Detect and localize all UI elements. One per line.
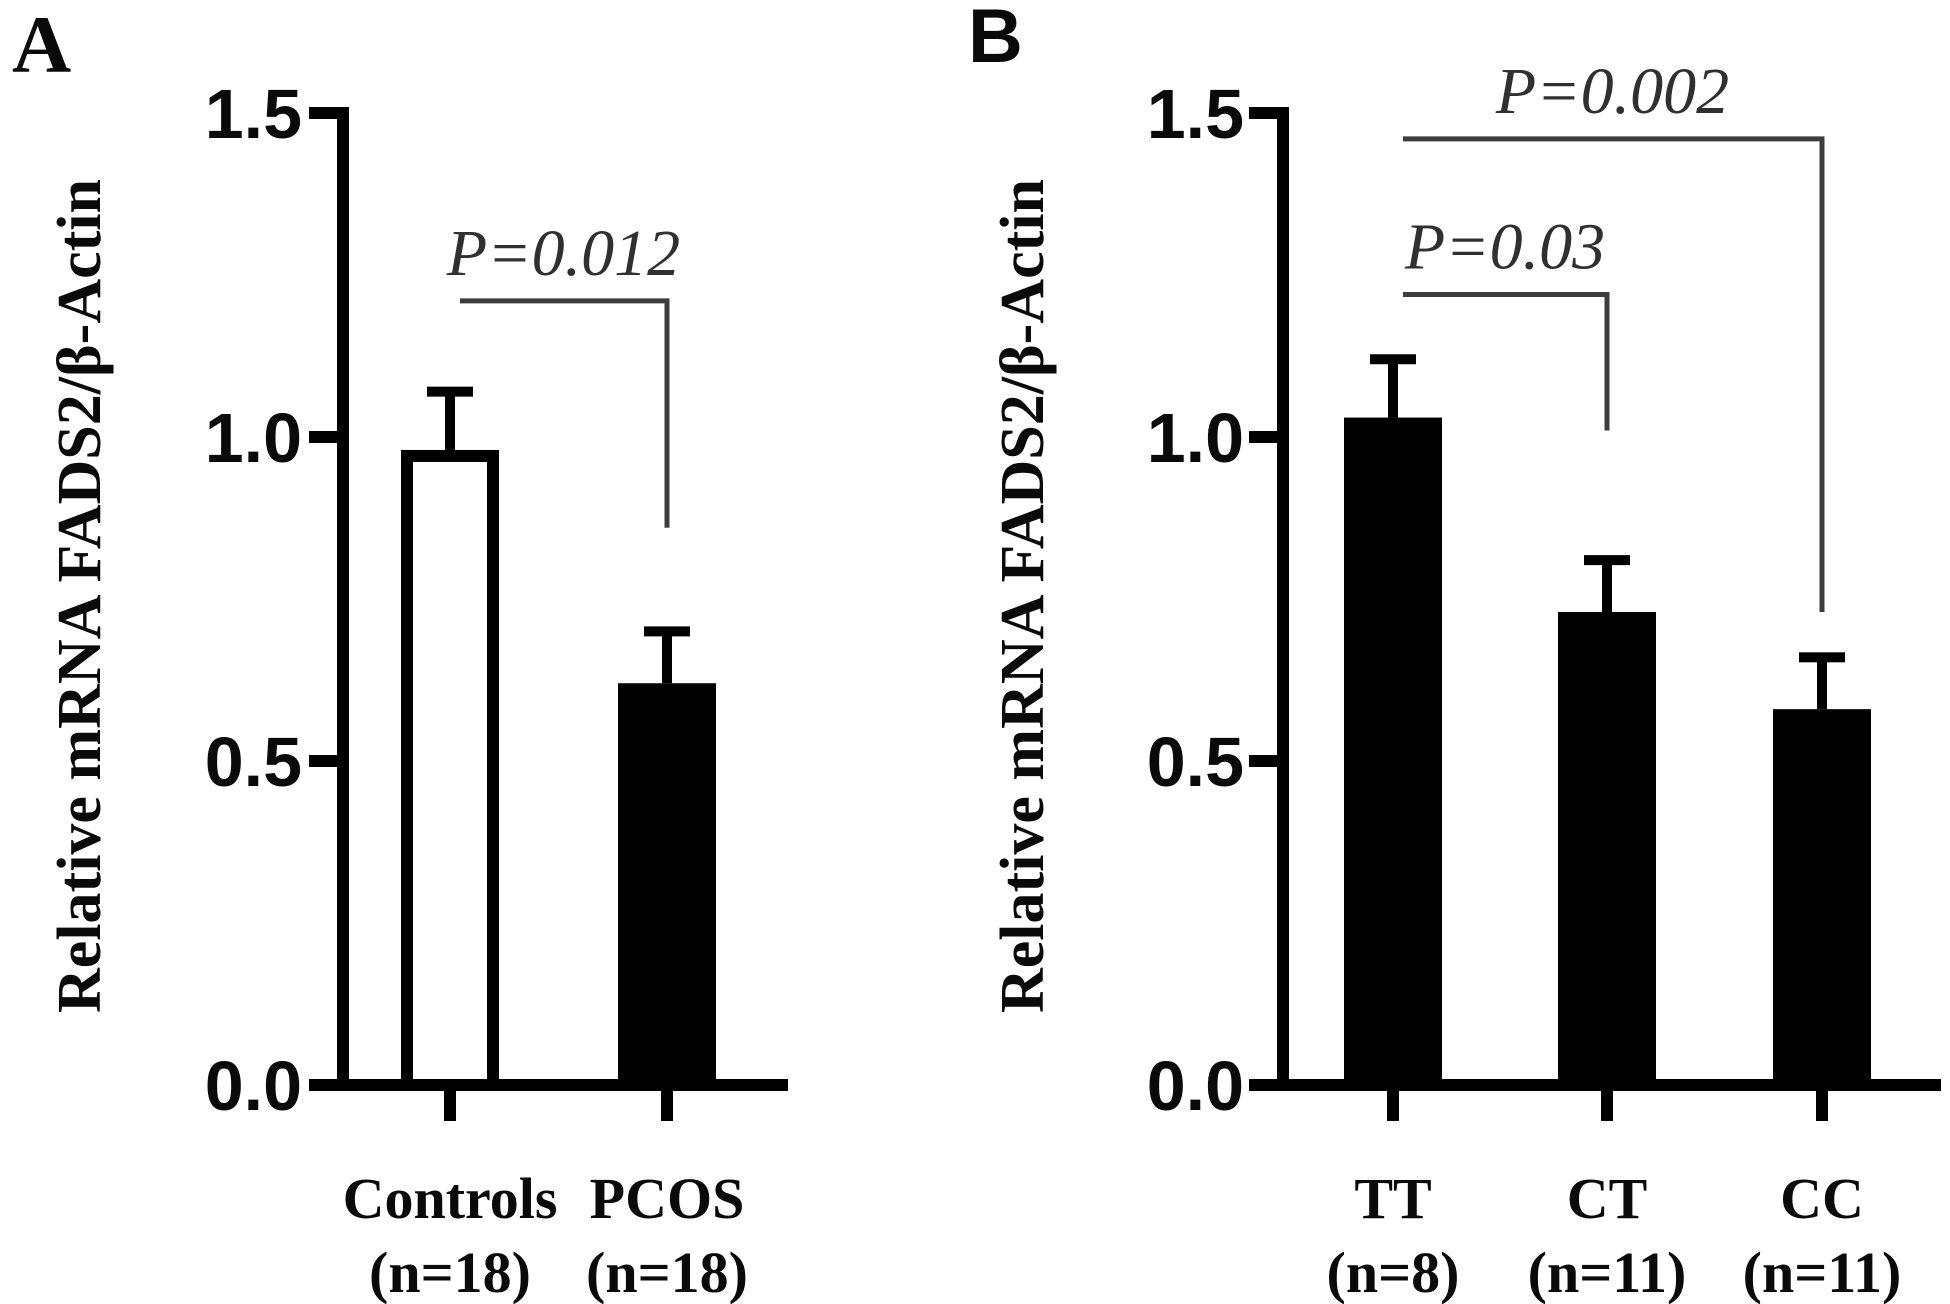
panel-b: B Relative mRNA FADS2/β-Actin 1.5 1.0 0.5 0.0… <box>968 0 1941 1304</box>
bar <box>1558 611 1656 1085</box>
y-tick <box>309 107 337 119</box>
y-tick-label: 0.5 <box>205 723 302 801</box>
error-bar-cap <box>644 626 690 637</box>
y-tick <box>309 755 337 767</box>
y-tick-label: 1.5 <box>205 75 302 153</box>
error-bar-stem <box>445 391 455 450</box>
y-tick-label: 0.0 <box>205 1047 302 1125</box>
y-tick <box>1249 1079 1277 1091</box>
error-bar-stem <box>1388 359 1398 418</box>
category-n-label: (n=11) <box>1528 1240 1687 1304</box>
category-label: TT <box>1354 1166 1431 1231</box>
x-tick <box>1816 1091 1828 1121</box>
error-bar-stem <box>1817 657 1827 710</box>
bar <box>1773 709 1871 1085</box>
y-tick <box>1249 755 1277 767</box>
bar <box>618 683 716 1085</box>
error-bar-stem <box>1602 560 1612 612</box>
bar <box>1344 417 1442 1085</box>
y-tick-label: 0.5 <box>1147 723 1244 801</box>
y-axis-line <box>337 107 349 1091</box>
y-tick-label: 1.0 <box>1147 399 1244 477</box>
error-bar-cap <box>1584 555 1630 566</box>
x-tick <box>661 1091 673 1121</box>
y-tick-label: 0.0 <box>1147 1047 1244 1125</box>
error-bar-cap <box>427 386 473 397</box>
y-axis-line <box>1277 107 1289 1091</box>
p-value-label: P=0.03 <box>1404 210 1605 283</box>
category-n-label: (n=18) <box>369 1240 531 1304</box>
bar <box>401 449 499 1091</box>
category-n-label: (n=11) <box>1743 1240 1902 1304</box>
panel-label: A <box>12 0 71 90</box>
y-tick <box>1249 431 1277 443</box>
y-tick <box>309 1079 337 1091</box>
significance-bracket <box>460 298 670 528</box>
error-bar-cap <box>1799 652 1845 663</box>
panel-a: A Relative mRNA FADS2/β-Actin 1.5 1.0 0.5 0.0… <box>12 0 788 1304</box>
x-axis-line <box>312 1079 788 1091</box>
category-label: CC <box>1780 1166 1864 1231</box>
panel-label: B <box>968 0 1023 79</box>
category-label: Controls <box>343 1166 558 1231</box>
error-bar-stem <box>662 631 672 684</box>
category-label: CT <box>1567 1166 1648 1231</box>
x-tick <box>1601 1091 1613 1121</box>
y-tick-label: 1.0 <box>205 399 302 477</box>
x-tick <box>444 1091 456 1121</box>
significance-bracket <box>1403 291 1610 431</box>
y-axis-title: Relative mRNA FADS2/β-Actin <box>46 179 114 1013</box>
p-value-label: P=0.002 <box>1495 55 1729 128</box>
significance-bracket <box>1403 136 1825 612</box>
y-tick-label: 1.5 <box>1147 75 1244 153</box>
y-axis-title: Relative mRNA FADS2/β-Actin <box>989 179 1057 1013</box>
y-tick <box>1249 107 1277 119</box>
y-tick <box>309 431 337 443</box>
x-tick <box>1387 1091 1399 1121</box>
category-n-label: (n=8) <box>1327 1240 1460 1304</box>
category-label: PCOS <box>590 1166 745 1231</box>
error-bar-cap <box>1370 354 1416 365</box>
category-n-label: (n=18) <box>586 1240 748 1304</box>
p-value-label: P=0.012 <box>446 217 680 290</box>
